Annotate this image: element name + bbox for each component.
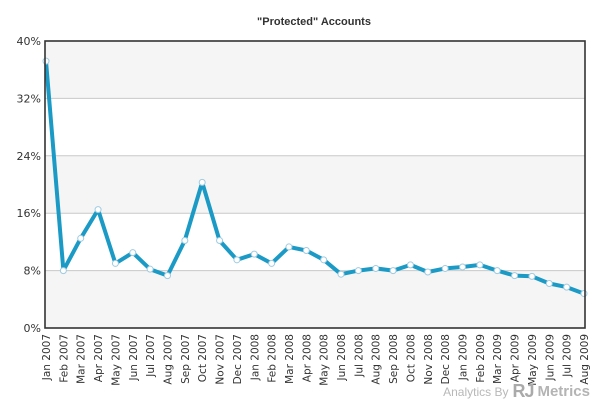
data-point: [59, 267, 67, 275]
x-tick-label: Feb 2009: [475, 334, 487, 383]
band-0: [45, 270, 585, 328]
data-point: [563, 283, 571, 291]
x-tick-label: May 2007: [110, 334, 122, 386]
x-tick-label: Aug 2008: [371, 334, 383, 385]
x-tick-label: Mar 2009: [492, 334, 504, 384]
data-point: [476, 261, 484, 269]
data-point: [94, 206, 102, 214]
x-tick-label: Apr 2007: [93, 334, 105, 382]
x-tick-label: Jun 2009: [544, 334, 556, 381]
y-tick-label: 16%: [17, 207, 41, 220]
x-tick-label: May 2008: [319, 334, 331, 386]
data-point: [198, 178, 206, 186]
x-tick-label: Apr 2008: [301, 334, 313, 382]
chart-title: "Protected" Accounts: [257, 16, 371, 28]
x-tick-label: Jan 2008: [249, 334, 261, 381]
data-point: [163, 272, 171, 280]
data-point: [233, 256, 241, 264]
rjmetrics-logo-name: Metrics: [537, 383, 590, 400]
data-point: [129, 249, 137, 257]
y-tick-label: 0%: [24, 322, 41, 335]
data-point: [111, 259, 119, 267]
x-tick-label: Dec 2008: [440, 334, 452, 384]
plot-frame: [44, 40, 586, 329]
data-point: [320, 256, 328, 264]
x-tick-label: Oct 2007: [197, 334, 209, 382]
x-tick-label: Nov 2007: [215, 334, 227, 385]
y-tick-label: 24%: [17, 150, 41, 163]
x-tick-label: Jul 2009: [562, 334, 574, 378]
x-tick-label: Jul 2008: [353, 334, 365, 378]
data-point: [511, 272, 519, 280]
x-tick-label: Jan 2007: [41, 334, 53, 381]
rjmetrics-logo-initials: RJ: [512, 381, 534, 401]
series-line: [42, 57, 588, 298]
data-point: [77, 234, 85, 242]
background-bands: [45, 41, 585, 328]
x-tick-label: Sep 2007: [180, 334, 192, 384]
data-point: [441, 264, 449, 272]
data-point: [302, 247, 310, 255]
data-point: [372, 264, 380, 272]
x-tick-label: Jun 2008: [336, 334, 348, 381]
x-tick-label: Mar 2008: [284, 334, 296, 384]
data-point: [216, 236, 224, 244]
x-tick-label: Apr 2009: [510, 334, 522, 382]
x-tick-label: May 2009: [527, 334, 539, 386]
data-point: [42, 57, 50, 65]
x-tick-label: Jun 2007: [128, 334, 140, 381]
data-point: [285, 243, 293, 251]
data-point: [354, 267, 362, 275]
x-tick-label: Sep 2008: [388, 334, 400, 384]
data-point: [268, 259, 276, 267]
x-tick-label: Feb 2008: [267, 334, 279, 383]
data-point: [337, 270, 345, 278]
x-tick-label: Feb 2007: [58, 334, 70, 383]
x-tick-label: Aug 2007: [162, 334, 174, 385]
x-tick-label: Jan 2009: [458, 334, 470, 381]
y-tick-label: 32%: [17, 92, 41, 105]
y-tick-label: 8%: [24, 265, 41, 278]
data-point: [459, 263, 467, 271]
data-point: [545, 280, 553, 288]
watermark: Analytics By RJ Metrics: [443, 381, 590, 401]
data-point: [389, 267, 397, 275]
data-point: [146, 265, 154, 273]
data-point: [424, 268, 432, 276]
x-tick-label: Aug 2009: [579, 334, 591, 385]
x-tick-label: Oct 2008: [405, 334, 417, 382]
data-point: [181, 236, 189, 244]
x-tick-label: Mar 2007: [76, 334, 88, 384]
watermark-prefix: Analytics By: [443, 385, 509, 399]
data-point: [250, 250, 258, 258]
data-point: [493, 267, 501, 275]
x-tick-label: Nov 2008: [423, 334, 435, 385]
y-tick-label: 40%: [17, 35, 41, 48]
data-point: [528, 272, 536, 280]
data-point: [406, 261, 414, 269]
x-tick-label: Jul 2007: [145, 334, 157, 378]
y-axis-ticks: 0% 8% 16% 24% 32% 40%: [17, 35, 41, 335]
x-tick-label: Dec 2007: [232, 334, 244, 384]
data-point: [580, 290, 588, 298]
band-4: [45, 41, 585, 99]
band-2: [45, 155, 585, 214]
x-axis-ticks: Jan 2007 Feb 2007 Mar 2007 Apr 2007 May 2007…: [41, 334, 591, 386]
